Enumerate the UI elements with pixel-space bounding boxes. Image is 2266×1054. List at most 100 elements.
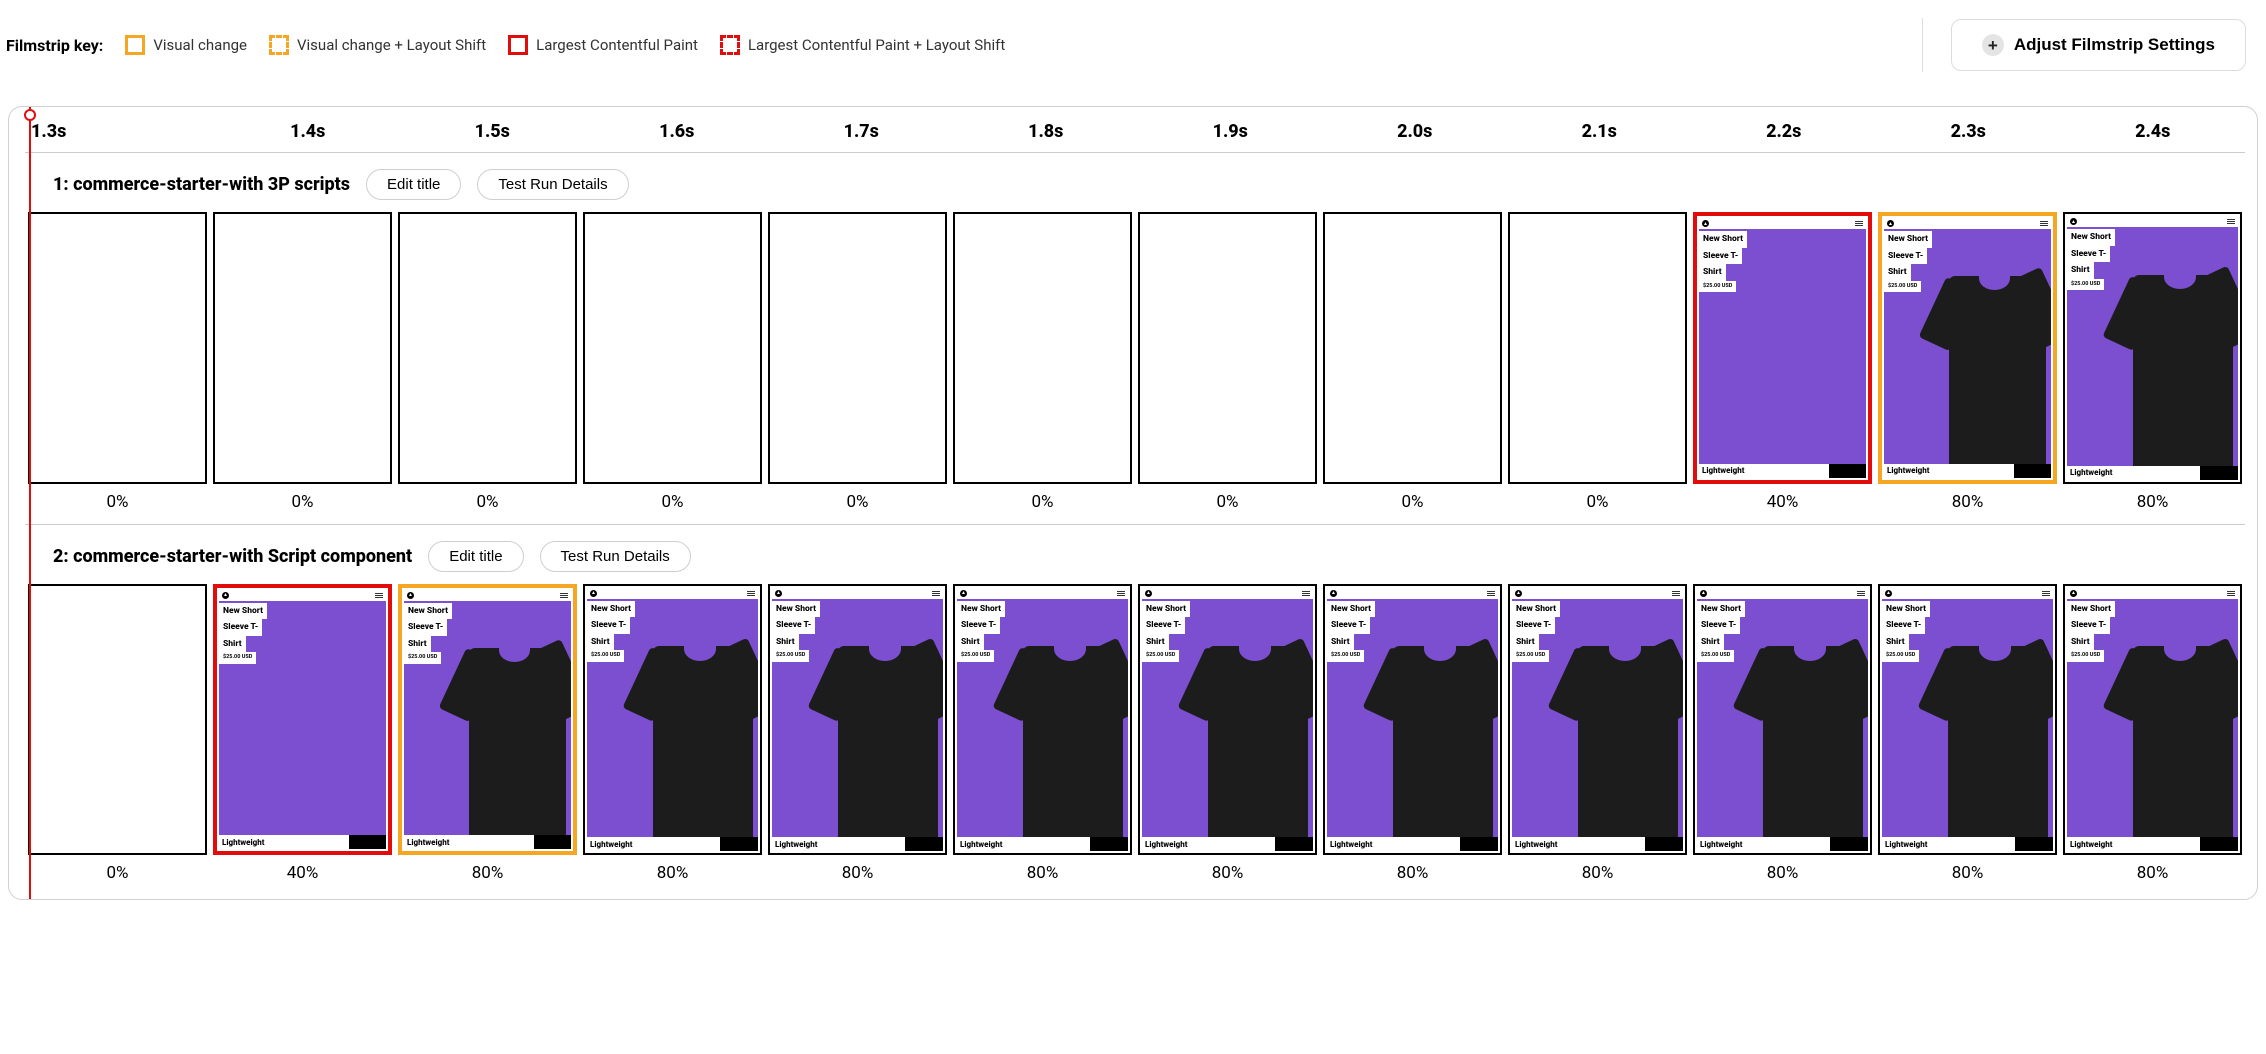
filmstrip-frame[interactable]: ▲New ShortSleeve T-Shirt$25.00 USDLightw… bbox=[1878, 212, 2057, 484]
frame-column: ▲New ShortSleeve T-Shirt$25.00 USDLightw… bbox=[580, 584, 765, 884]
frame-column: 0% bbox=[580, 212, 765, 512]
frame-thumbnail: ▲New ShortSleeve T-Shirt$25.00 USDLightw… bbox=[2067, 216, 2238, 480]
visual-complete-percent: 40% bbox=[287, 861, 319, 883]
frame-thumbnail: ▲New ShortSleeve T-Shirt$25.00 USDLightw… bbox=[957, 588, 1128, 852]
edit-title-button[interactable]: Edit title bbox=[366, 169, 461, 200]
menu-icon bbox=[1855, 221, 1863, 226]
frame-column: ▲New ShortSleeve T-Shirt$25.00 USDLightw… bbox=[950, 584, 1135, 884]
product-text: $25.00 USD bbox=[587, 650, 624, 662]
product-text: Shirt bbox=[219, 636, 246, 653]
frame-column: ▲New ShortSleeve T-Shirt$25.00 USDLightw… bbox=[1320, 584, 1505, 884]
product-text: $25.00 USD bbox=[1697, 650, 1734, 662]
product-badge: Lightweight bbox=[1512, 837, 1645, 851]
filmstrip-frame[interactable]: ▲New ShortSleeve T-Shirt$25.00 USDLightw… bbox=[768, 584, 947, 856]
timeline-tick: 2.4s bbox=[2061, 121, 2246, 142]
frame-thumbnail: ▲New ShortSleeve T-Shirt$25.00 USDLightw… bbox=[1327, 588, 1498, 852]
filmstrip-frame[interactable] bbox=[213, 212, 392, 484]
logo-icon: ▲ bbox=[1330, 590, 1337, 597]
filmstrip-frame[interactable]: ▲New ShortSleeve T-Shirt$25.00 USDLightw… bbox=[1508, 584, 1687, 856]
logo-icon: ▲ bbox=[1887, 220, 1894, 227]
menu-icon bbox=[1302, 591, 1310, 596]
frame-column: ▲New ShortSleeve T-Shirt$25.00 USDLightw… bbox=[1690, 212, 1875, 512]
product-badge: Lightweight bbox=[1327, 837, 1460, 851]
frame-column: 0% bbox=[25, 212, 210, 512]
frame-column: ▲New ShortSleeve T-Shirt$25.00 USDLightw… bbox=[1875, 584, 2060, 884]
filmstrip-frame[interactable]: ▲New ShortSleeve T-Shirt$25.00 USDLightw… bbox=[1693, 584, 1872, 856]
visual-complete-percent: 80% bbox=[842, 861, 874, 883]
filmstrip-frame[interactable]: ▲New ShortSleeve T-Shirt$25.00 USDLightw… bbox=[1323, 584, 1502, 856]
filmstrip-frame[interactable]: ▲New ShortSleeve T-Shirt$25.00 USDLightw… bbox=[1138, 584, 1317, 856]
filmstrip-frame[interactable] bbox=[953, 212, 1132, 484]
product-text: $25.00 USD bbox=[1142, 650, 1179, 662]
filmstrip-frame[interactable]: ▲New ShortSleeve T-Shirt$25.00 USDLightw… bbox=[1878, 584, 2057, 856]
frame-column: ▲New ShortSleeve T-Shirt$25.00 USDLightw… bbox=[210, 584, 395, 884]
product-text: Sleeve T- bbox=[1699, 248, 1742, 265]
legend-label: Largest Contentful Paint + Layout Shift bbox=[748, 36, 1005, 54]
product-badge: Lightweight bbox=[1142, 837, 1275, 851]
product-text: New Short bbox=[772, 601, 820, 618]
timeline-tick: 2.1s bbox=[1507, 121, 1692, 142]
frame-column: ▲New ShortSleeve T-Shirt$25.00 USDLightw… bbox=[1690, 584, 1875, 884]
edit-title-button[interactable]: Edit title bbox=[428, 541, 523, 572]
adjust-filmstrip-settings-button[interactable]: + Adjust Filmstrip Settings bbox=[1951, 19, 2246, 71]
visual-complete-percent: 80% bbox=[1027, 861, 1059, 883]
product-text: New Short bbox=[1512, 601, 1560, 618]
product-text: Sleeve T- bbox=[1882, 617, 1925, 634]
product-badge: Lightweight bbox=[2067, 466, 2200, 480]
menu-icon bbox=[2227, 591, 2235, 596]
filmstrip-frame[interactable] bbox=[1138, 212, 1317, 484]
product-badge: Lightweight bbox=[1699, 464, 1829, 478]
filmstrip-frame[interactable]: ▲New ShortSleeve T-Shirt$25.00 USDLightw… bbox=[398, 584, 577, 856]
playhead-line[interactable] bbox=[29, 107, 31, 899]
playhead-handle[interactable] bbox=[24, 109, 36, 121]
product-text: Shirt bbox=[1699, 264, 1726, 281]
timeline-row: 1.3s1.4s1.5s1.6s1.7s1.8s1.9s2.0s2.1s2.2s… bbox=[25, 115, 2245, 153]
product-badge: Lightweight bbox=[1884, 464, 2014, 478]
filmstrip-frame[interactable] bbox=[28, 212, 207, 484]
test-run-details-button[interactable]: Test Run Details bbox=[477, 169, 628, 200]
frame-thumbnail: ▲New ShortSleeve T-Shirt$25.00 USDLightw… bbox=[1142, 588, 1313, 852]
frame-column: 0% bbox=[210, 212, 395, 512]
product-text: $25.00 USD bbox=[1884, 281, 1921, 293]
frame-column: ▲New ShortSleeve T-Shirt$25.00 USDLightw… bbox=[1135, 584, 1320, 884]
logo-icon: ▲ bbox=[1885, 590, 1892, 597]
filmstrip-frame[interactable]: ▲New ShortSleeve T-Shirt$25.00 USDLightw… bbox=[2063, 584, 2242, 856]
adjust-button-label: Adjust Filmstrip Settings bbox=[2014, 35, 2215, 55]
filmstrip-frame[interactable]: ▲New ShortSleeve T-Shirt$25.00 USDLightw… bbox=[1693, 212, 1872, 484]
frame-thumbnail: ▲New ShortSleeve T-Shirt$25.00 USDLightw… bbox=[404, 590, 571, 850]
filmstrip-frame[interactable]: ▲New ShortSleeve T-Shirt$25.00 USDLightw… bbox=[583, 584, 762, 856]
product-badge: Lightweight bbox=[587, 837, 720, 851]
filmstrip-frame[interactable] bbox=[1323, 212, 1502, 484]
legend-label: Largest Contentful Paint bbox=[536, 36, 698, 54]
product-text: New Short bbox=[219, 603, 267, 620]
product-text: Shirt bbox=[2067, 634, 2094, 651]
filmstrip-frame[interactable] bbox=[768, 212, 947, 484]
logo-icon: ▲ bbox=[407, 592, 414, 599]
logo-icon: ▲ bbox=[1702, 220, 1709, 227]
filmstrip-frame[interactable] bbox=[1508, 212, 1687, 484]
logo-icon: ▲ bbox=[222, 592, 229, 599]
visual-complete-percent: 40% bbox=[1767, 490, 1799, 512]
product-text: Shirt bbox=[587, 634, 614, 651]
legend-label: Visual change bbox=[153, 36, 247, 54]
product-text: $25.00 USD bbox=[1512, 650, 1549, 662]
product-badge: Lightweight bbox=[1697, 837, 1830, 851]
logo-icon: ▲ bbox=[2070, 218, 2077, 225]
product-text: Sleeve T- bbox=[1697, 617, 1740, 634]
product-text: $25.00 USD bbox=[2067, 279, 2104, 291]
filmstrip-frame[interactable] bbox=[398, 212, 577, 484]
filmstrip-frame[interactable]: ▲New ShortSleeve T-Shirt$25.00 USDLightw… bbox=[953, 584, 1132, 856]
visual-complete-percent: 80% bbox=[2137, 490, 2169, 512]
timeline-tick: 1.8s bbox=[954, 121, 1139, 142]
filmstrip-frame[interactable]: ▲New ShortSleeve T-Shirt$25.00 USDLightw… bbox=[213, 584, 392, 856]
filmstrip-frame[interactable]: ▲New ShortSleeve T-Shirt$25.00 USDLightw… bbox=[2063, 212, 2242, 484]
product-text: $25.00 USD bbox=[957, 650, 994, 662]
filmstrip-frame[interactable] bbox=[583, 212, 762, 484]
test-run-details-button[interactable]: Test Run Details bbox=[540, 541, 691, 572]
filmstrip-frame[interactable] bbox=[28, 584, 207, 856]
product-text: New Short bbox=[957, 601, 1005, 618]
vertical-divider bbox=[1922, 18, 1923, 72]
timeline-tick: 2.3s bbox=[1876, 121, 2061, 142]
timeline-tick: 1.6s bbox=[585, 121, 770, 142]
legend-label: Visual change + Layout Shift bbox=[297, 36, 486, 54]
